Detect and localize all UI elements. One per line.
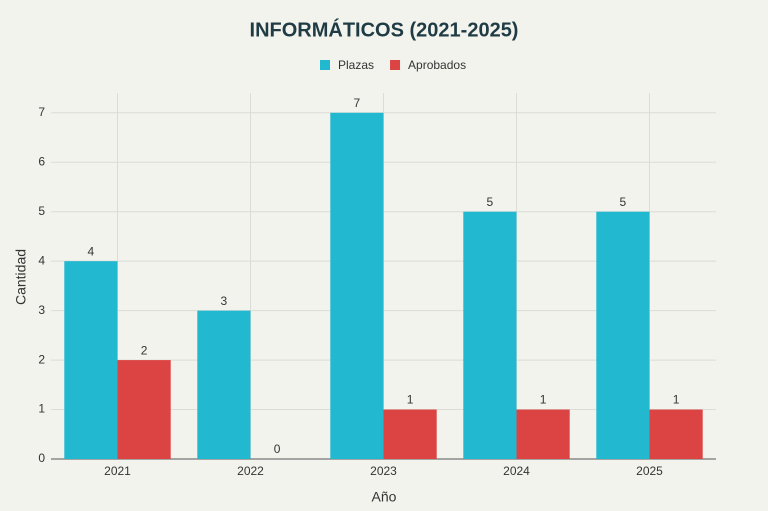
- x-axis-title: Año: [372, 489, 397, 505]
- data-label: 5: [487, 195, 494, 209]
- data-label: 1: [407, 393, 414, 407]
- bar: [197, 310, 251, 459]
- legend-label: Aprobados: [408, 58, 466, 72]
- bar: [596, 211, 650, 459]
- y-tick-label: 4: [38, 253, 45, 267]
- x-tick-label: 2022: [237, 464, 264, 478]
- legend-swatch: [390, 60, 401, 70]
- legend-label: Plazas: [338, 58, 374, 72]
- bar: [383, 409, 437, 459]
- data-label: 7: [354, 96, 361, 110]
- y-tick-label: 2: [38, 352, 45, 366]
- y-tick-label: 0: [38, 451, 45, 465]
- legend-swatch: [320, 60, 330, 70]
- data-label: 5: [620, 195, 627, 209]
- y-axis-title: Cantidad: [13, 249, 29, 305]
- chart-title: INFORMÁTICOS (2021-2025): [250, 18, 519, 41]
- y-tick-label: 6: [38, 154, 45, 168]
- y-tick-label: 5: [38, 204, 45, 218]
- x-tick-label: 2025: [636, 464, 663, 478]
- bar: [64, 261, 118, 459]
- bar: [117, 360, 171, 459]
- bar: [463, 211, 517, 459]
- y-tick-label: 3: [38, 303, 45, 317]
- x-tick-label: 2024: [503, 464, 530, 478]
- y-tick-label: 7: [38, 105, 45, 119]
- data-label: 0: [274, 442, 281, 456]
- bar: [516, 409, 570, 459]
- data-label: 2: [141, 343, 148, 357]
- y-tick-label: 1: [38, 402, 45, 416]
- data-label: 1: [540, 393, 547, 407]
- x-tick-label: 2021: [104, 464, 131, 478]
- data-label: 4: [88, 244, 95, 258]
- data-label: 1: [673, 393, 680, 407]
- bar: [649, 409, 703, 459]
- data-label: 3: [221, 294, 228, 308]
- bar: [330, 112, 384, 459]
- x-tick-label: 2023: [370, 464, 397, 478]
